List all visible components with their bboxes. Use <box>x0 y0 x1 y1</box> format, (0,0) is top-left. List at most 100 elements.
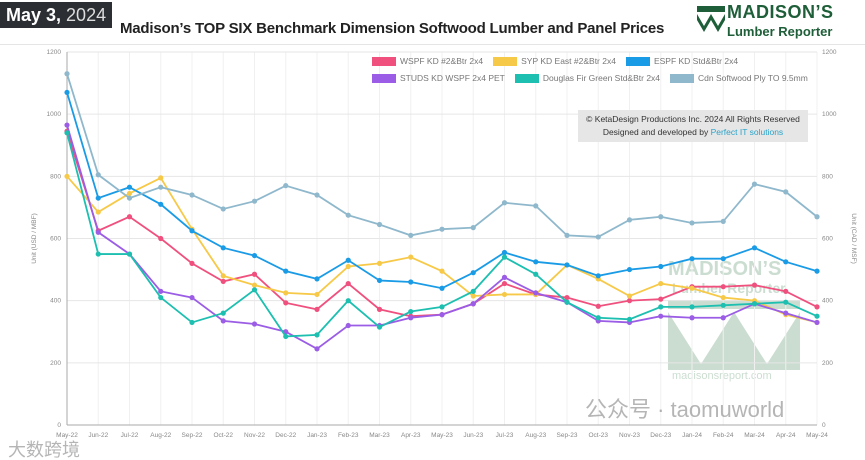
legend-swatch <box>372 74 396 83</box>
data-point <box>95 209 101 215</box>
data-point <box>408 315 414 321</box>
data-point <box>251 282 258 288</box>
data-point <box>689 304 695 310</box>
series-douglas-fir-green-std-btr-2x4 <box>64 130 820 340</box>
legend-item[interactable]: WSPF KD #2&Btr 2x4 <box>372 56 483 67</box>
legend-item[interactable]: STUDS KD WSPF 2x4 PET <box>372 73 505 84</box>
y-tick-label-right: 400 <box>822 298 833 305</box>
data-point <box>345 280 351 287</box>
data-point <box>564 232 570 238</box>
data-point <box>126 184 133 190</box>
data-point <box>220 318 226 324</box>
legend-label: Cdn Softwood Ply TO 9.5mm <box>698 73 808 83</box>
data-point <box>314 346 320 352</box>
watermark-overlay-left: 大数跨境 <box>8 440 80 460</box>
data-point <box>158 184 164 190</box>
y-axis-label-right: Unit (CAD / MSF) <box>850 213 857 264</box>
data-point <box>564 294 570 301</box>
data-point <box>64 71 70 77</box>
credit-box: © KetaDesign Productions Inc. 2024 All R… <box>578 110 808 142</box>
data-point <box>783 299 789 305</box>
data-point <box>314 192 320 198</box>
legend-swatch <box>493 57 518 66</box>
data-point <box>720 256 726 262</box>
x-tick-label: Jul-23 <box>496 432 514 439</box>
data-point <box>564 299 570 305</box>
data-point <box>126 214 133 220</box>
watermark-mark-icon <box>668 300 800 370</box>
data-point <box>314 276 320 282</box>
chart-title: Madison’s TOP SIX Benchmark Dimension So… <box>120 20 665 37</box>
data-point <box>783 310 789 316</box>
data-point <box>720 218 726 225</box>
data-point <box>501 280 508 287</box>
data-point <box>470 288 476 294</box>
data-point <box>626 316 633 322</box>
perfect-it-link[interactable]: Perfect IT solutions <box>710 127 784 137</box>
data-point <box>814 319 820 326</box>
watermark-overlay-right: 公众号 · taomuworld <box>585 397 785 422</box>
y-tick-label-right: 1000 <box>822 111 837 118</box>
x-tick-label: Sep-23 <box>557 432 578 439</box>
data-point <box>783 259 789 265</box>
x-tick-label: Feb-24 <box>713 432 734 439</box>
data-point <box>345 263 351 270</box>
data-point <box>345 298 351 304</box>
y-tick-label-right: 800 <box>822 173 833 180</box>
data-point <box>220 273 226 279</box>
x-tick-label: Jun-22 <box>88 432 108 439</box>
watermark-logo2: Lumber Reporter <box>672 280 786 296</box>
x-tick-label: May-23 <box>431 432 453 439</box>
header-divider <box>0 44 865 45</box>
data-point <box>126 251 133 257</box>
y-tick-label-left: 200 <box>50 360 61 367</box>
data-point <box>595 234 601 240</box>
data-point <box>501 249 508 256</box>
data-point <box>720 284 726 290</box>
x-tick-label: Aug-23 <box>525 432 546 439</box>
data-point <box>595 315 601 321</box>
data-point <box>283 183 289 189</box>
data-point <box>64 173 70 179</box>
data-point <box>189 260 195 266</box>
data-point <box>189 228 195 234</box>
legend-item[interactable]: Douglas Fir Green Std&Btr 2x4 <box>514 73 660 84</box>
data-point <box>376 221 383 228</box>
x-tick-label: Mar-24 <box>744 432 765 439</box>
data-point <box>626 298 633 304</box>
date-badge: May 3, 2024 <box>0 2 113 28</box>
x-tick-label: May-22 <box>56 432 78 439</box>
x-tick-label: Jan-23 <box>307 432 327 439</box>
data-point <box>533 271 539 277</box>
data-point <box>95 251 101 257</box>
x-tick-label: Jul-22 <box>121 432 139 439</box>
watermark-logo: MADISON’S Lumber Reporter madisonsreport… <box>668 258 800 383</box>
data-point <box>689 220 695 226</box>
data-point <box>408 232 414 238</box>
logo-mark-icon <box>697 6 725 32</box>
data-point <box>314 291 320 298</box>
data-point <box>533 203 539 209</box>
data-point <box>501 291 508 298</box>
data-point <box>158 235 164 242</box>
legend-item[interactable]: ESPF KD Std&Btr 2x4 <box>625 56 738 67</box>
data-point <box>470 225 476 231</box>
x-tick-label: Jan-24 <box>682 432 702 439</box>
legend-item[interactable]: SYP KD East #2&Btr 2x4 <box>493 56 616 67</box>
date-year: 2024 <box>66 5 107 25</box>
data-point <box>64 122 70 128</box>
legend-item[interactable]: Cdn Softwood Ply TO 9.5mm <box>670 73 808 84</box>
data-point <box>595 303 601 309</box>
data-point <box>95 172 101 178</box>
x-tick-label: Oct-22 <box>213 432 233 439</box>
legend-swatch <box>514 74 539 83</box>
logo-line1: MADISON’S <box>727 2 834 22</box>
data-point <box>658 280 664 287</box>
data-point <box>251 252 258 259</box>
data-point <box>314 332 320 338</box>
data-point <box>720 294 726 301</box>
data-point <box>283 333 289 340</box>
data-point <box>439 226 445 232</box>
data-point <box>408 279 414 285</box>
